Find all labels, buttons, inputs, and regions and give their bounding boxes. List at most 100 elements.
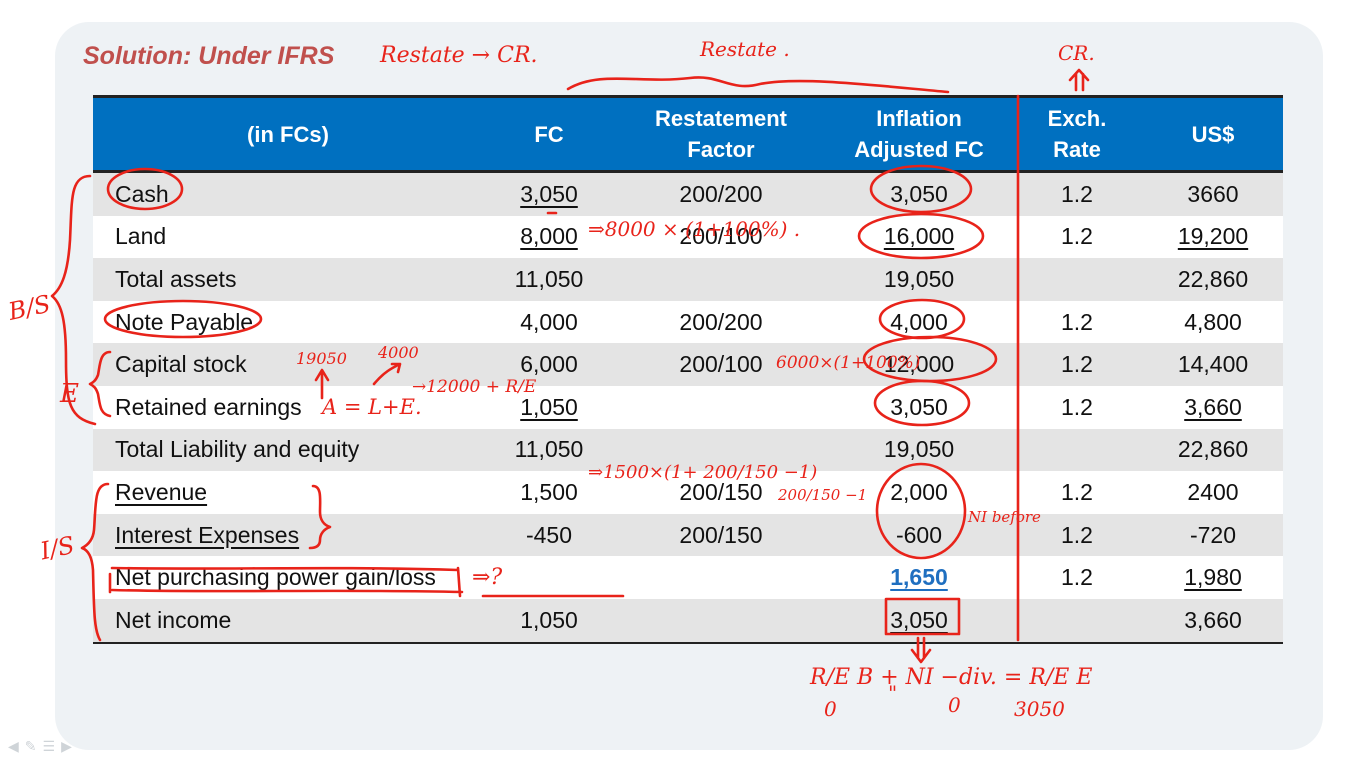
cell-label: Retained earnings — [93, 385, 483, 429]
cell-rate: 1.2 — [1011, 171, 1143, 216]
cell-adjusted-text: 19,050 — [883, 436, 955, 463]
cell-fc-text: 11,050 — [514, 265, 584, 292]
cell-rate-text: 1.2 — [1061, 223, 1093, 250]
cell-label-text: Land — [115, 223, 167, 250]
cell-adjusted: 12,000 — [827, 343, 1011, 386]
cell-usd-text: 3,660 — [1184, 393, 1242, 420]
cell-adjusted-text: 16,000 — [883, 223, 955, 250]
cell-label: Revenue — [93, 471, 483, 514]
cell-adjusted-text: 3,050 — [890, 393, 948, 420]
table-row: Net income 1,050 3,050 3,660 — [93, 598, 1283, 644]
cell-adjusted: 1,650 — [827, 556, 1011, 599]
cell-usd: 3660 — [1143, 171, 1283, 216]
cell-label: Total assets — [93, 258, 483, 301]
cell-fc: 3,050 — [483, 171, 615, 216]
cell-adjusted-text: 1,650 — [890, 564, 948, 591]
cell-rate — [1011, 428, 1143, 472]
cell-usd-text: -720 — [1189, 521, 1237, 548]
cell-rate: 1.2 — [1011, 556, 1143, 599]
cell-usd-text: 14,400 — [1177, 351, 1249, 378]
cell-fc-text: -450 — [525, 521, 573, 548]
header-text: Restatement — [654, 106, 788, 131]
cell-label-text: Net purchasing power gain/loss — [115, 564, 436, 591]
table-row: Retained earnings 1,050 3,050 1.2 3,660 — [93, 385, 1283, 429]
cell-fc: 4,000 — [483, 300, 615, 344]
table-row: Land 8,000 200/100 16,000 1.2 19,200 — [93, 215, 1283, 259]
cell-label: Land — [93, 215, 483, 259]
cell-label: Interest Expenses — [93, 513, 483, 557]
cell-usd: 22,860 — [1143, 428, 1283, 472]
cell-rate-text: 1.2 — [1061, 478, 1093, 505]
header-exch-rate: Exch. Rate — [1011, 95, 1143, 173]
header-text: FC — [534, 121, 564, 147]
cell-adjusted: 3,050 — [827, 385, 1011, 429]
cell-usd: 22,860 — [1143, 258, 1283, 301]
cell-usd: 2400 — [1143, 471, 1283, 514]
header-text: Inflation — [876, 106, 962, 131]
cell-label-text: Capital stock — [115, 351, 247, 378]
cell-label-text: Total assets — [115, 265, 237, 292]
cell-label: Total Liability and equity — [93, 428, 483, 472]
cell-rate-text: 1.2 — [1061, 393, 1093, 420]
cell-fc-text: 3,050 — [520, 180, 578, 207]
cell-adjusted-text: 3,050 — [890, 606, 948, 633]
table-row: Interest Expenses -450 200/150 -600 1.2 -720 — [93, 513, 1283, 557]
cell-usd-text: 2400 — [1187, 478, 1239, 505]
cell-rate-text: 1.2 — [1061, 564, 1093, 591]
cell-label-text: Cash — [115, 180, 169, 207]
cell-fc-text: 8,000 — [520, 223, 578, 250]
cell-label: Net income — [93, 598, 483, 644]
cell-rate-text: 1.2 — [1061, 351, 1093, 378]
cell-rate — [1011, 258, 1143, 301]
cell-rate: 1.2 — [1011, 513, 1143, 557]
table-row: Note Payable 4,000 200/200 4,000 1.2 4,800 — [93, 300, 1283, 344]
back-icon[interactable]: ◀ — [8, 738, 19, 754]
cell-fc — [483, 556, 615, 599]
cell-adjusted-text: 4,000 — [890, 308, 948, 335]
cell-factor-text: 200/150 — [679, 478, 763, 505]
cell-adjusted: -600 — [827, 513, 1011, 557]
header-inflation-adjusted: Inflation Adjusted FC — [827, 95, 1011, 173]
cell-adjusted: 3,050 — [827, 171, 1011, 216]
cell-rate: 1.2 — [1011, 385, 1143, 429]
table-row: Capital stock 6,000 200/100 12,000 1.2 14,400 — [93, 343, 1283, 386]
cell-fc: 1,500 — [483, 471, 615, 514]
cell-label-text: Revenue — [115, 478, 208, 505]
cell-rate-text: 1.2 — [1061, 521, 1093, 548]
cell-adjusted-text: 3,050 — [890, 180, 948, 207]
cell-fc-text: 11,050 — [514, 436, 584, 463]
cell-factor-text: 200/200 — [679, 180, 763, 207]
forward-icon[interactable]: ▶ — [61, 738, 72, 754]
cell-label: Cash — [93, 171, 483, 216]
cell-label-text: Note Payable — [115, 308, 254, 335]
cell-factor: 200/100 — [615, 215, 827, 259]
cell-fc: 1,050 — [483, 385, 615, 429]
pen-icon[interactable]: ✎ — [24, 738, 37, 754]
table-row: Net purchasing power gain/loss 1,650 1.2 1,… — [93, 556, 1283, 599]
menu-icon[interactable]: ☰ — [42, 738, 56, 754]
cell-adjusted: 16,000 — [827, 215, 1011, 259]
header-restatement-factor: Restatement Factor — [615, 95, 827, 173]
cell-factor — [615, 258, 827, 301]
cell-rate: 1.2 — [1011, 343, 1143, 386]
cell-label-text: Retained earnings — [115, 393, 302, 420]
cell-fc: 11,050 — [483, 258, 615, 301]
cell-label: Note Payable — [93, 300, 483, 344]
header-text: Rate — [1053, 137, 1101, 162]
cell-usd-text: 3,660 — [1184, 606, 1242, 633]
cell-label: Capital stock — [93, 343, 483, 386]
slide-toolbar: ◀ ✎ ☰ ▶ — [8, 738, 72, 755]
cell-rate: 1.2 — [1011, 471, 1143, 514]
cell-adjusted: 19,050 — [827, 428, 1011, 472]
cell-factor: 200/200 — [615, 171, 827, 216]
cell-usd-text: 22,860 — [1177, 265, 1249, 292]
cell-adjusted: 4,000 — [827, 300, 1011, 344]
cell-fc-text: 6,000 — [520, 351, 578, 378]
cell-adjusted: 2,000 — [827, 471, 1011, 514]
cell-usd-text: 3660 — [1187, 180, 1239, 207]
cell-fc-text: 1,050 — [520, 393, 578, 420]
header-text: Exch. — [1047, 106, 1107, 131]
cell-rate-text: 1.2 — [1061, 308, 1093, 335]
table-row: Revenue 1,500 200/150 2,000 1.2 2400 — [93, 471, 1283, 514]
cell-fc: 8,000 — [483, 215, 615, 259]
